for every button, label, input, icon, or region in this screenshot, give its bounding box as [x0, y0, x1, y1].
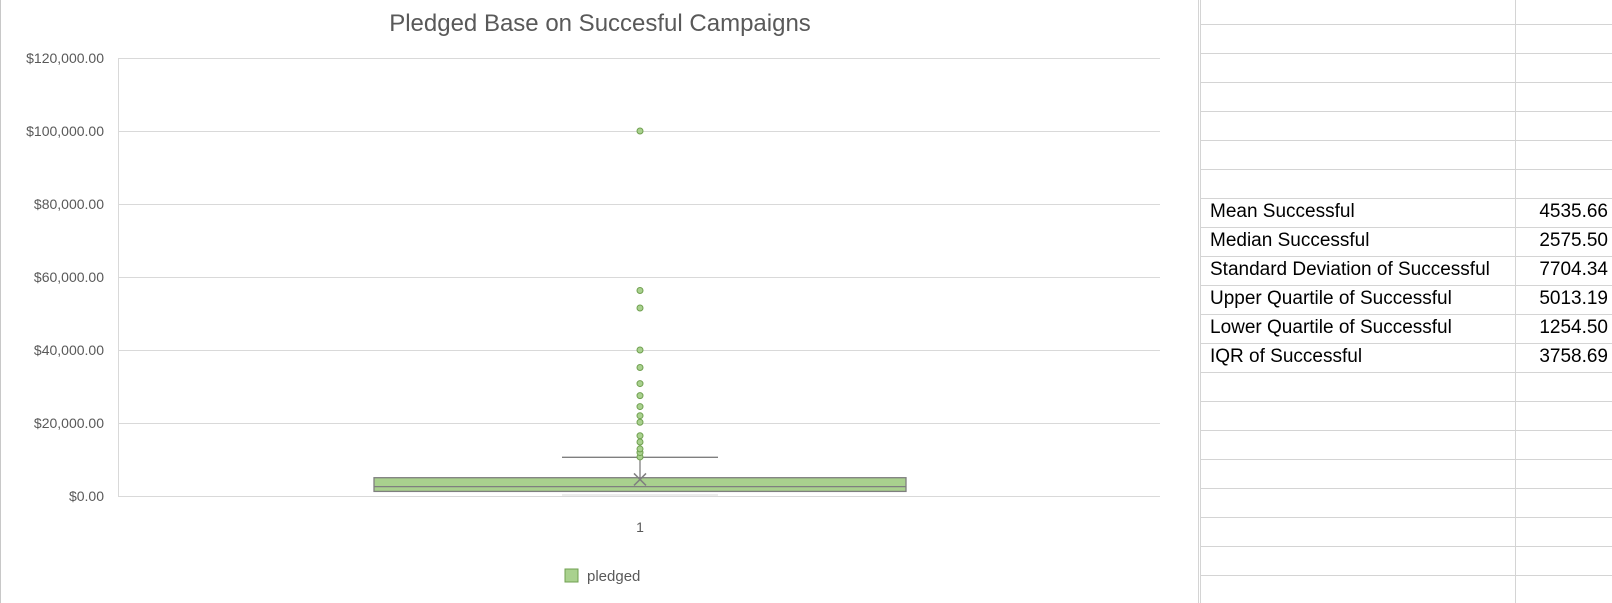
outlier-point	[636, 364, 644, 372]
y-tick-label: $0.00	[69, 488, 104, 504]
row-gridline	[1200, 372, 1612, 373]
chart-title: Pledged Base on Succesful Campaigns	[389, 10, 811, 37]
sheet-left-border	[1198, 0, 1199, 603]
outlier-point	[636, 127, 644, 135]
row-gridline	[1200, 169, 1612, 170]
row-gridline	[1200, 285, 1612, 286]
outlier-point	[636, 412, 644, 420]
stat-value-cell[interactable]: 4535.66	[1539, 201, 1608, 222]
y-tick-label: $120,000.00	[26, 50, 104, 66]
outlier-point	[636, 287, 644, 295]
row-gridline	[1200, 401, 1612, 402]
stat-value-cell[interactable]: 1254.50	[1539, 317, 1608, 338]
row-gridline	[1200, 24, 1612, 25]
outlier-point	[636, 380, 644, 388]
y-tick-label: $60,000.00	[34, 269, 104, 285]
y-tick-label: $40,000.00	[34, 342, 104, 358]
row-gridline	[1200, 488, 1612, 489]
mean-marker	[633, 472, 647, 486]
legend-label: pledged	[587, 568, 640, 585]
outlier-point	[636, 445, 644, 453]
row-gridline	[1200, 546, 1612, 547]
x-tick-label: 1	[636, 519, 644, 535]
outlier-point	[636, 392, 644, 400]
lower-whisker-cap	[562, 494, 718, 496]
stat-label-cell[interactable]: Lower Quartile of Successful	[1210, 317, 1452, 338]
stat-label-cell[interactable]: Median Successful	[1210, 230, 1370, 251]
stat-value-cell[interactable]: 3758.69	[1539, 346, 1608, 367]
window-left-edge	[0, 0, 1, 603]
stat-label-cell[interactable]: Standard Deviation of Successful	[1210, 259, 1490, 280]
row-gridline	[1200, 53, 1612, 54]
stat-value-cell[interactable]: 7704.34	[1539, 259, 1608, 280]
outlier-point	[636, 403, 644, 411]
row-gridline	[1200, 459, 1612, 460]
stat-value-cell[interactable]: 2575.50	[1539, 230, 1608, 251]
chart-area[interactable]: Pledged Base on Succesful Campaigns $0.0…	[2, 0, 1198, 603]
row-gridline	[1200, 517, 1612, 518]
row-gridline	[1200, 227, 1612, 228]
spreadsheet-cells[interactable]: Mean Successful 4535.66 Median Successful 2…	[1198, 0, 1612, 603]
y-tick-label: $20,000.00	[34, 415, 104, 431]
outlier-point	[636, 438, 644, 446]
outlier-point	[636, 432, 644, 440]
row-gridline	[1200, 343, 1612, 344]
box-plot-chart: $0.00 $20,000.00 $40,000.00 $60,000.00 $80,0…	[26, 50, 1160, 585]
stat-label-cell[interactable]: IQR of Successful	[1210, 346, 1363, 367]
outlier-point	[636, 346, 644, 354]
outlier-point	[636, 304, 644, 312]
row-gridline	[1200, 140, 1612, 141]
y-tick-label: $80,000.00	[34, 196, 104, 212]
column-gridline	[1200, 0, 1201, 603]
row-gridline	[1200, 198, 1612, 199]
box-iqr	[373, 477, 907, 493]
row-gridline	[1200, 575, 1612, 576]
row-gridline	[1200, 82, 1612, 83]
stat-value-cell[interactable]: 5013.19	[1539, 288, 1608, 309]
row-gridline	[1200, 314, 1612, 315]
row-gridline	[1200, 430, 1612, 431]
stat-label-cell[interactable]: Upper Quartile of Successful	[1210, 288, 1452, 309]
row-gridline	[1200, 111, 1612, 112]
legend-swatch	[564, 568, 579, 583]
y-tick-label: $100,000.00	[26, 123, 104, 139]
outlier-point	[636, 418, 644, 426]
column-gridline	[1515, 0, 1516, 603]
row-gridline	[1200, 256, 1612, 257]
stat-label-cell[interactable]: Mean Successful	[1210, 201, 1355, 222]
